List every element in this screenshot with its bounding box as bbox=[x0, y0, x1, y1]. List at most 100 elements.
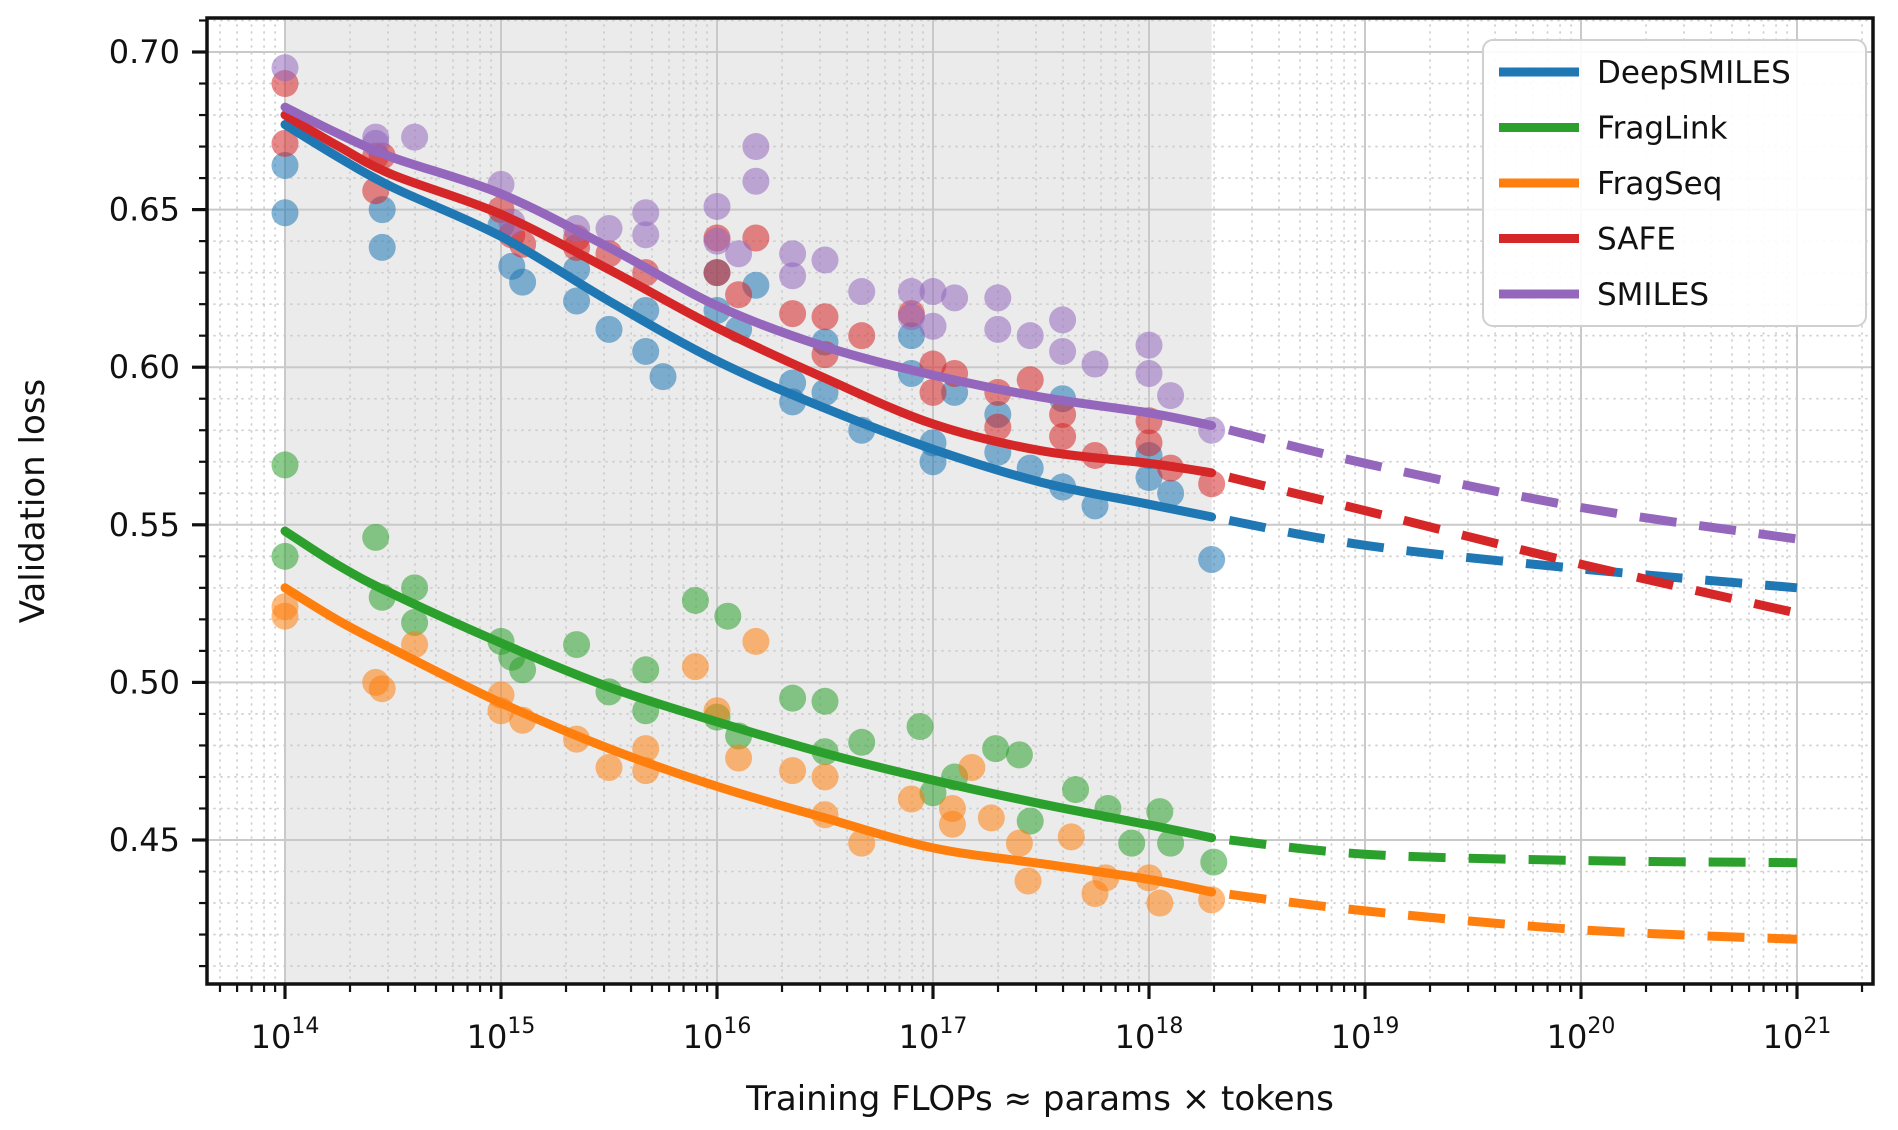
data-point-smiles bbox=[401, 123, 429, 151]
fit-curve-deepsmiles bbox=[280, 120, 1217, 522]
data-point-fragseq bbox=[958, 754, 986, 782]
data-point-fraglink bbox=[1146, 798, 1174, 826]
y-tick-label-0.70: 0.70 bbox=[109, 33, 180, 71]
data-point-fraglink bbox=[906, 713, 934, 741]
data-point-smiles bbox=[941, 284, 969, 312]
data-point-safe bbox=[742, 224, 770, 252]
data-point-smiles bbox=[1135, 331, 1163, 359]
data-point-smiles bbox=[984, 315, 1012, 343]
x-tick-label-10e16: 1016 bbox=[683, 1014, 752, 1056]
legend-label-deepsmiles: DeepSMILES bbox=[1597, 55, 1791, 91]
legend-box bbox=[1482, 39, 1867, 327]
data-point-fraglink bbox=[811, 687, 839, 715]
data-point-safe bbox=[1198, 470, 1226, 498]
tick-labels: 1014 1015 1016 1017 1018 1019 1020 1021 0.45 0.50… bbox=[109, 33, 1832, 1056]
legend-label-safe: SAFE bbox=[1597, 222, 1676, 258]
data-point-fragseq bbox=[977, 804, 1005, 832]
data-point-smiles bbox=[1049, 337, 1077, 365]
data-point-smiles bbox=[779, 262, 807, 290]
data-point-fragseq bbox=[897, 785, 925, 813]
data-point-smiles bbox=[595, 215, 623, 243]
data-point-smiles bbox=[271, 54, 299, 82]
data-point-fragseq bbox=[742, 627, 770, 655]
x-tick-label-10e20: 1020 bbox=[1547, 1014, 1616, 1056]
data-point-fraglink bbox=[1005, 741, 1033, 769]
data-point-fragseq bbox=[1057, 823, 1085, 851]
data-point-deepsmiles bbox=[1135, 464, 1163, 492]
fit-curve-smiles bbox=[280, 102, 1217, 430]
data-point-deepsmiles bbox=[595, 315, 623, 343]
x-tick-label-10e18: 1018 bbox=[1115, 1014, 1184, 1056]
legend-label-fraglink: FragLink bbox=[1597, 111, 1728, 147]
data-point-smiles bbox=[1016, 322, 1044, 350]
data-point-fraglink bbox=[362, 523, 390, 551]
data-point-smiles bbox=[725, 240, 753, 268]
data-point-safe bbox=[703, 259, 731, 287]
data-point-fraglink bbox=[779, 684, 807, 712]
data-point-fraglink bbox=[401, 609, 429, 637]
data-point-deepsmiles bbox=[649, 363, 677, 391]
data-point-fraglink bbox=[632, 656, 660, 684]
data-point-fraglink bbox=[271, 451, 299, 479]
y-tick-label-0.50: 0.50 bbox=[109, 663, 180, 701]
x-tick-label-10e15: 1015 bbox=[467, 1014, 536, 1056]
legend-item-safe: SAFE bbox=[1499, 222, 1676, 258]
data-point-safe bbox=[984, 413, 1012, 441]
data-point-smiles bbox=[1081, 350, 1109, 378]
data-point-fragseq bbox=[1081, 880, 1109, 908]
data-point-smiles bbox=[1049, 306, 1077, 334]
data-point-deepsmiles bbox=[563, 287, 591, 315]
fit-curve-fragseq bbox=[280, 583, 1217, 897]
data-point-fragseq bbox=[1146, 889, 1174, 917]
legend-label-smiles: SMILES bbox=[1597, 277, 1709, 313]
y-tick-label-0.65: 0.65 bbox=[109, 191, 180, 229]
data-point-smiles bbox=[632, 221, 660, 249]
data-point-smiles bbox=[811, 246, 839, 274]
data-point-fragseq bbox=[681, 653, 709, 681]
data-point-smiles bbox=[848, 278, 876, 306]
data-point-safe bbox=[1049, 423, 1077, 451]
legend-item-fraglink: FragLink bbox=[1499, 111, 1728, 147]
data-point-fragseq bbox=[848, 829, 876, 857]
data-point-safe bbox=[271, 129, 299, 157]
data-point-fragseq bbox=[368, 675, 396, 703]
data-point-safe bbox=[919, 378, 947, 406]
data-point-fragseq bbox=[1014, 867, 1042, 895]
data-point-fraglink bbox=[1016, 807, 1044, 835]
extrapolation-curve-safe bbox=[1210, 468, 1798, 618]
data-point-safe bbox=[779, 300, 807, 328]
plot-frame bbox=[205, 16, 1875, 986]
data-point-fraglink bbox=[271, 542, 299, 570]
data-point-smiles bbox=[919, 312, 947, 340]
x-tick-label-10e19: 1019 bbox=[1331, 1014, 1400, 1056]
y-tick-label-0.55: 0.55 bbox=[109, 506, 180, 544]
extrapolation-curve-fraglink bbox=[1211, 833, 1798, 868]
data-point-smiles bbox=[632, 199, 660, 227]
data-point-fraglink bbox=[401, 574, 429, 602]
data-point-fragseq bbox=[401, 631, 429, 659]
data-point-fraglink bbox=[509, 656, 537, 684]
data-point-fraglink bbox=[1200, 848, 1228, 876]
data-point-fragseq bbox=[725, 744, 753, 772]
data-point-deepsmiles bbox=[271, 199, 299, 227]
data-point-fragseq bbox=[1005, 829, 1033, 857]
data-point-deepsmiles bbox=[509, 268, 537, 296]
fit-curve-fraglink bbox=[280, 526, 1217, 843]
y-axis-label: Validation loss bbox=[13, 379, 53, 623]
data-point-smiles bbox=[897, 303, 925, 331]
data-point-smiles bbox=[703, 192, 731, 220]
extrapolation-curve-fragseq bbox=[1211, 887, 1798, 944]
data-point-fragseq bbox=[595, 754, 623, 782]
data-point-fraglink bbox=[1157, 829, 1185, 857]
fit-curves bbox=[280, 102, 1798, 944]
data-point-fragseq bbox=[271, 602, 299, 630]
data-point-deepsmiles bbox=[271, 151, 299, 179]
data-point-smiles bbox=[703, 227, 731, 255]
data-point-fraglink bbox=[563, 631, 591, 659]
data-point-fragseq bbox=[811, 763, 839, 791]
legend-item-fragseq: FragSeq bbox=[1499, 166, 1722, 202]
extrapolation-curve-deepsmiles bbox=[1210, 512, 1798, 593]
y-tick-label-0.45: 0.45 bbox=[109, 821, 180, 859]
